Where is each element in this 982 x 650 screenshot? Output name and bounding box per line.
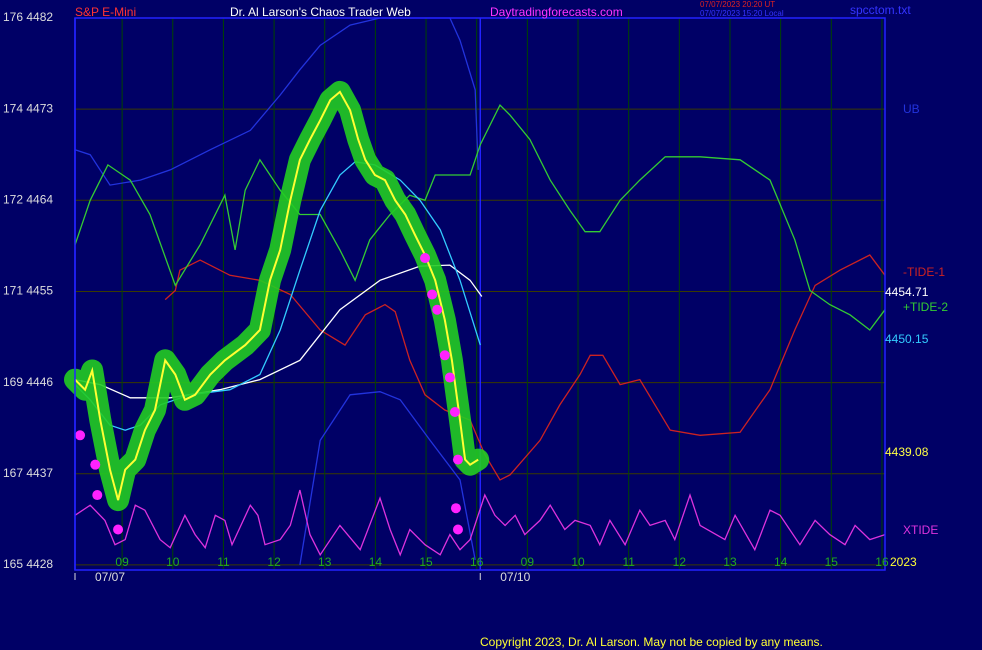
end-value-label: 4454.71 [885, 285, 929, 299]
dot [452, 524, 463, 535]
y-tick-label: 169 4446 [3, 375, 53, 389]
series-line [164, 254, 886, 481]
series-line [74, 161, 481, 431]
chart-subtitle: S&P E-Mini [75, 5, 136, 19]
dot [75, 430, 86, 441]
y-tick-label: 174 4473 [3, 101, 53, 115]
dot [90, 459, 101, 470]
series-layer [64, 17, 886, 566]
series-label: UB [903, 102, 920, 116]
x-tick-label: 16 [470, 555, 484, 569]
x-tick-label: 16 [875, 555, 889, 569]
series-line [299, 391, 476, 566]
y-tick-label: 172 4464 [3, 192, 53, 206]
series-label: XTIDE [903, 523, 938, 537]
dot [439, 350, 450, 361]
dot [432, 304, 443, 315]
dot [449, 406, 460, 417]
date-label: 07/07 [95, 570, 125, 584]
x-tick-label: 14 [774, 555, 788, 569]
plot-frame [74, 17, 886, 571]
dot [92, 490, 103, 501]
dot [420, 253, 431, 264]
date-label: 07/10 [500, 570, 530, 584]
dot [427, 289, 438, 300]
dot [444, 372, 455, 383]
source: Daytradingforecasts.com [490, 5, 623, 19]
file-name: spcctom.txt [850, 3, 911, 17]
series-line [74, 17, 479, 186]
copyright: Copyright 2023, Dr. Al Larson. May not b… [480, 635, 823, 649]
series-line [74, 104, 886, 331]
series-label: -TIDE-1 [903, 265, 945, 279]
x-tick-label: 11 [217, 555, 230, 569]
x-tick-label: 12 [267, 555, 281, 569]
timestamp: 07/07/2023 20:20 UT [700, 0, 775, 9]
x-tick-label: 13 [318, 555, 332, 569]
series-line [74, 489, 886, 557]
y-tick-label: 165 4428 [3, 557, 53, 571]
x-tick-label: 14 [369, 555, 383, 569]
y-tick-label: 176 4482 [3, 10, 53, 24]
x-tick-label: 13 [723, 555, 737, 569]
x-tick-label: 12 [673, 555, 687, 569]
y-tick-label: 171 4455 [3, 284, 53, 298]
dot [113, 524, 124, 535]
chart-title: Dr. Al Larson's Chaos Trader Web [230, 5, 411, 19]
x-tick-label: 10 [166, 555, 180, 569]
timestamp: 07/07/2023 15:20 Local [700, 9, 784, 18]
year-label: 2023 [890, 555, 917, 569]
dot [452, 454, 463, 465]
end-value-label: 4439.08 [885, 445, 929, 459]
x-tick-label: 10 [571, 555, 585, 569]
x-tick-label: 09 [115, 555, 129, 569]
series-label: +TIDE-2 [903, 300, 948, 314]
series-line [74, 264, 483, 399]
y-tick-label: 167 4437 [3, 466, 53, 480]
x-tick-label: 09 [521, 555, 535, 569]
x-tick-label: 15 [419, 555, 433, 569]
dot [450, 503, 461, 514]
end-value-label: 4450.15 [885, 332, 929, 346]
x-tick-label: 11 [622, 555, 635, 569]
x-tick-label: 15 [825, 555, 839, 569]
